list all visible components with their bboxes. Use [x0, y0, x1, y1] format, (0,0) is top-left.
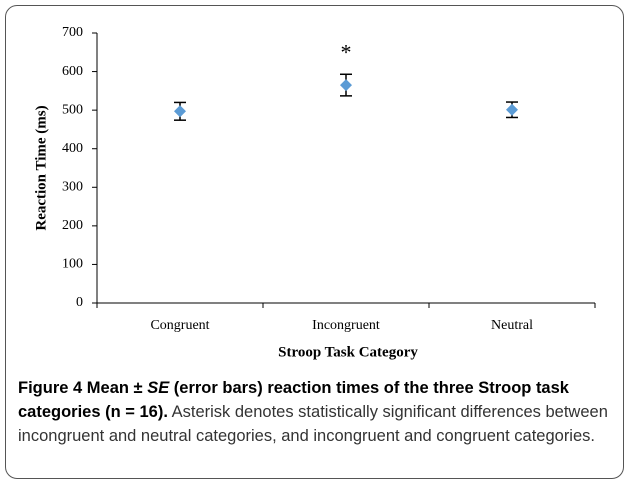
y-tick-label: 300 [62, 180, 83, 195]
caption-title-c: (error bars) reaction times of the three… [18, 379, 569, 421]
y-axis-title: Reaction Time (ms) [33, 105, 49, 230]
caption-title-a: Mean ± [86, 379, 148, 397]
y-tick-label: 600 [62, 64, 83, 79]
y-tick-label: 500 [62, 102, 83, 117]
y-tick-label: 700 [62, 25, 83, 40]
annotation: * [341, 39, 352, 64]
figure-label: Figure 4 [18, 379, 83, 397]
x-tick-label: Congruent [150, 318, 209, 333]
marker [506, 103, 518, 116]
x-tick-label: Incongruent [312, 318, 380, 333]
chart: Reaction Time (ms) Stroop Task Category … [33, 25, 596, 360]
y-tick-label: 200 [62, 218, 83, 233]
y-tick-label: 400 [62, 141, 83, 156]
x-tick-label: Neutral [491, 318, 533, 333]
x-axis-title: Stroop Task Category [278, 344, 418, 360]
y-tick-label: 0 [76, 295, 83, 310]
marker [340, 79, 352, 92]
marker [174, 105, 186, 118]
caption-title-b: SE [147, 379, 170, 397]
caption-text: Asterisk denotes statistically significa… [18, 403, 608, 445]
caption: Figure 4 Mean ± SE (error bars) reaction… [18, 376, 618, 448]
frame [5, 5, 624, 479]
y-tick-label: 100 [62, 257, 83, 272]
